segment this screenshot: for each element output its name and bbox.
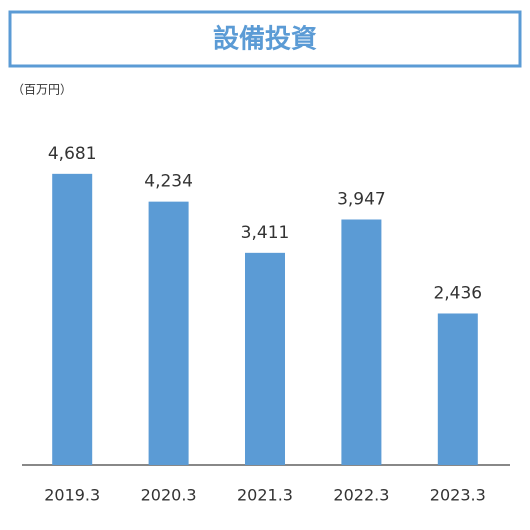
x-tick-label: 2020.3: [141, 486, 197, 505]
chart-title: 設備投資: [213, 24, 317, 55]
bar: [245, 252, 285, 465]
value-label: 2,436: [433, 283, 482, 303]
value-label: 4,681: [48, 144, 97, 164]
x-tick-label: 2021.3: [237, 486, 293, 505]
bar: [52, 173, 93, 465]
x-tick-label: 2022.3: [333, 486, 389, 505]
value-label: 3,411: [241, 223, 290, 243]
bar: [341, 219, 382, 465]
title-box: [8, 10, 522, 68]
unit-label: （百万円）: [12, 83, 72, 97]
x-tick-label: 2023.3: [430, 486, 486, 505]
value-label: 3,947: [337, 189, 386, 209]
bar: [437, 313, 478, 465]
x-tick-label: 2019.3: [44, 486, 100, 505]
bar: [148, 201, 189, 465]
value-label: 4,234: [144, 172, 193, 192]
